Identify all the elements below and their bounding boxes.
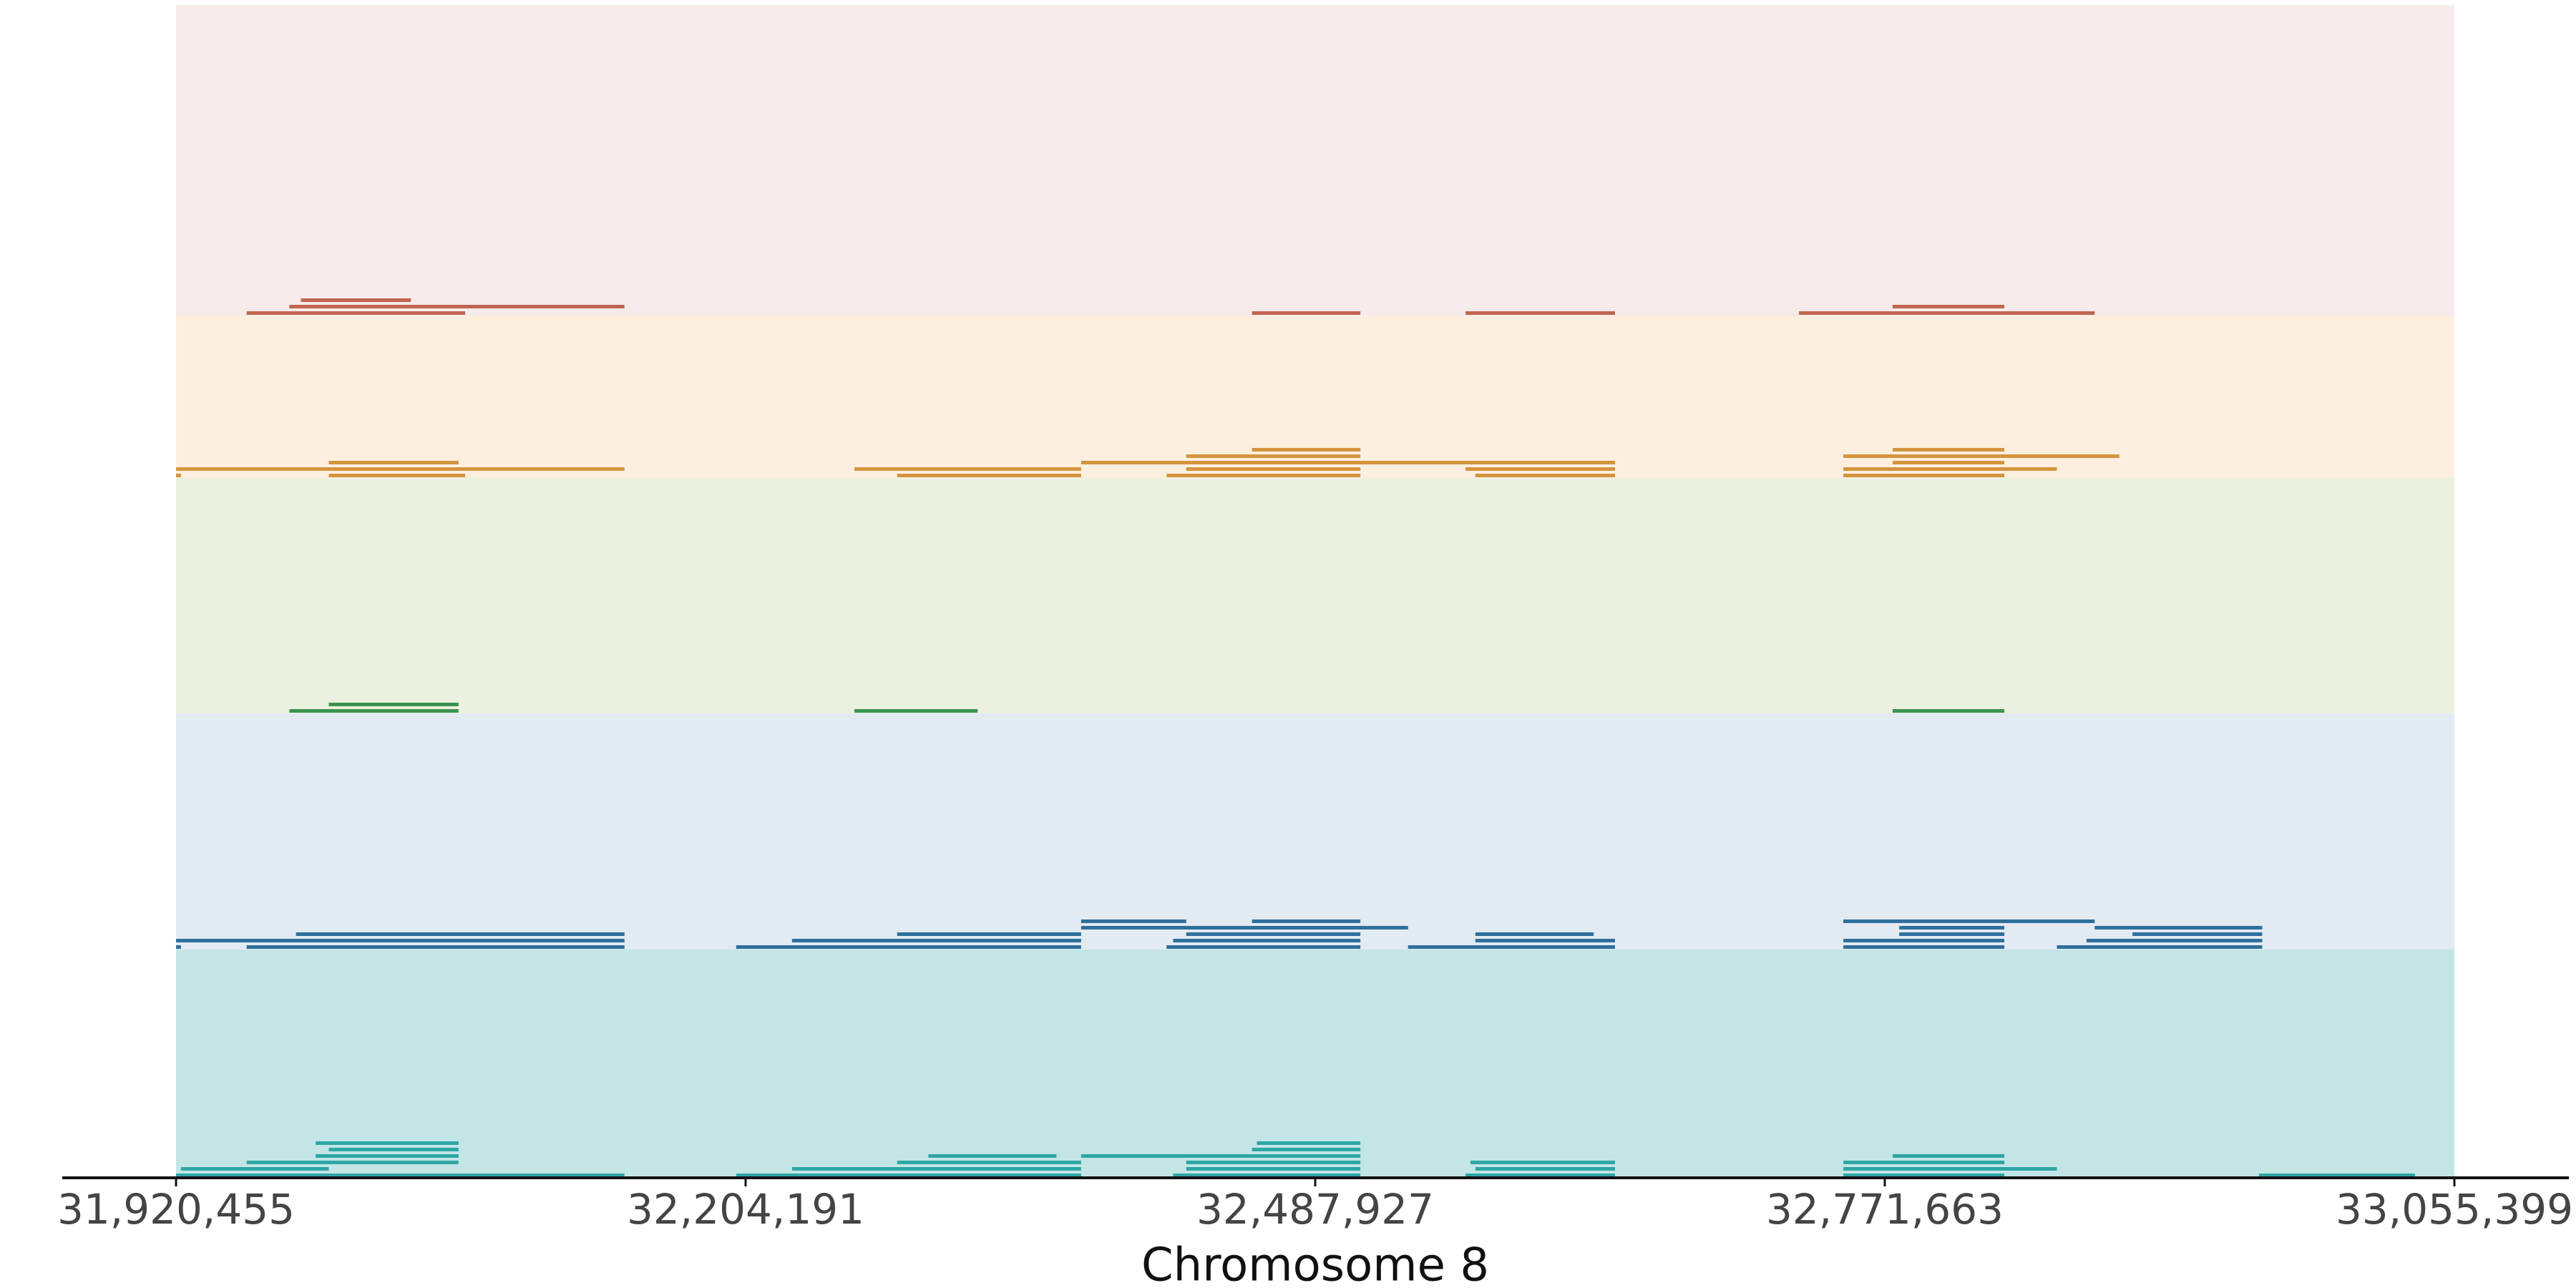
track-band — [176, 713, 2454, 950]
segment — [1843, 467, 2057, 471]
segment — [1843, 1161, 2005, 1164]
segment — [1252, 448, 1361, 452]
segment — [791, 1167, 1081, 1171]
segment — [791, 939, 1081, 942]
segment — [2086, 939, 2263, 942]
segment — [2132, 932, 2263, 936]
segment — [897, 1161, 1081, 1164]
segment — [1892, 461, 2005, 464]
segment — [1843, 1167, 2057, 1171]
x-tick-label: 32,771,663 — [1766, 1185, 2004, 1234]
segment — [854, 467, 1081, 471]
segment — [301, 298, 411, 302]
segment — [176, 474, 181, 477]
segment — [1252, 1148, 1361, 1151]
segment — [1465, 1174, 1615, 1177]
segment — [1465, 467, 1615, 471]
track-band — [176, 478, 2454, 713]
segment — [1252, 919, 1361, 923]
segment — [176, 945, 181, 949]
segment — [1843, 1174, 2005, 1177]
segment — [176, 1174, 625, 1177]
segment — [1843, 454, 2119, 458]
segment — [897, 932, 1081, 936]
segment — [1252, 311, 1361, 315]
segment — [2057, 945, 2263, 949]
segment — [1186, 1161, 1361, 1164]
segment — [1080, 461, 1615, 464]
segment — [1475, 939, 1615, 942]
segment — [1843, 945, 2005, 949]
segment — [897, 474, 1081, 477]
segment — [1475, 474, 1615, 477]
track-band — [176, 316, 2454, 478]
segment — [1799, 311, 2095, 315]
segment — [328, 474, 466, 477]
x-tick-label: 31,920,455 — [57, 1185, 295, 1234]
segment — [1892, 448, 2005, 452]
segment — [328, 1148, 459, 1151]
segment — [1080, 926, 1408, 930]
x-tick-label: 32,487,927 — [1196, 1185, 1434, 1234]
segment — [1080, 919, 1186, 923]
segment — [1407, 945, 1615, 949]
segment — [1173, 1174, 1361, 1177]
segment — [180, 1167, 329, 1171]
segment — [296, 932, 625, 936]
segment — [176, 467, 625, 471]
segment — [246, 1161, 459, 1164]
segment — [1465, 311, 1615, 315]
x-tick-label: 33,055,399 — [2336, 1185, 2573, 1234]
segment — [1892, 1154, 2005, 1158]
segment — [176, 939, 625, 942]
segment — [2258, 1174, 2415, 1177]
segment — [1892, 305, 2005, 308]
segment — [1475, 1167, 1615, 1171]
segment — [316, 1154, 459, 1158]
segment — [246, 945, 625, 949]
segment — [1186, 1167, 1361, 1171]
segment — [1899, 926, 2005, 930]
segment — [854, 709, 978, 713]
segment — [1892, 709, 2005, 713]
segment — [1843, 474, 2005, 477]
segment — [1186, 467, 1361, 471]
x-tick-label: 32,204,191 — [627, 1185, 864, 1234]
segment — [1173, 939, 1361, 942]
segment — [1186, 454, 1361, 458]
segment — [1186, 932, 1361, 936]
x-axis-label: Chromosome 8 — [1141, 1239, 1489, 1288]
segment — [2094, 926, 2263, 930]
segment — [328, 703, 459, 706]
segment — [1470, 1161, 1615, 1164]
segment — [736, 1174, 1081, 1177]
segment — [246, 311, 466, 315]
segment — [1843, 939, 2005, 942]
segment — [1843, 919, 2095, 923]
segment — [1257, 1141, 1361, 1145]
segment — [1475, 932, 1594, 936]
track-band — [176, 950, 2454, 1178]
segment — [328, 461, 459, 464]
segment — [1899, 932, 2005, 936]
segment — [289, 709, 459, 713]
segment — [1166, 474, 1361, 477]
segment — [736, 945, 1081, 949]
segment — [1080, 1154, 1361, 1158]
segment — [289, 305, 625, 308]
segment — [1166, 945, 1361, 949]
segment — [316, 1141, 459, 1145]
track-band — [176, 5, 2454, 316]
segment — [928, 1154, 1057, 1158]
